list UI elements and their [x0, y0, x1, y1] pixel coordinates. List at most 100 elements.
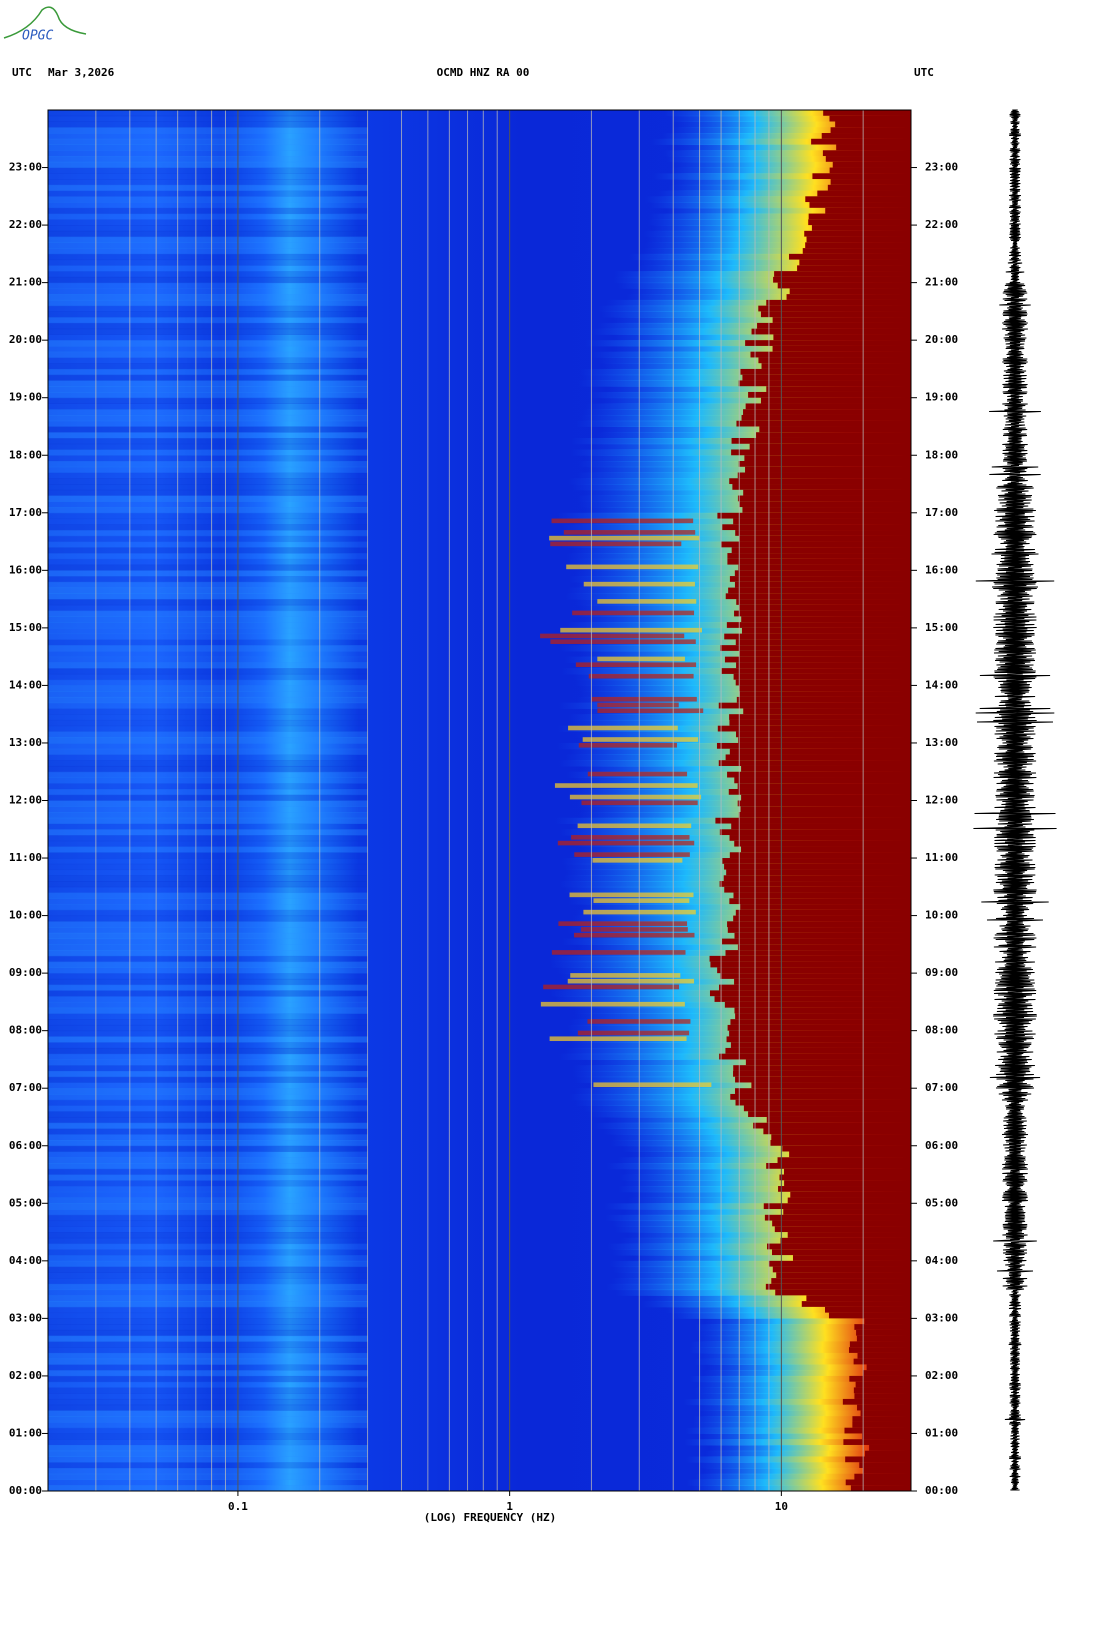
spectrum-hot: [611, 1134, 911, 1141]
spectrum-saturated: [740, 368, 911, 376]
spectrum-stripe: [48, 806, 368, 813]
spectrum-saturated: [787, 1232, 911, 1239]
spectrum-saturated: [719, 1053, 911, 1060]
spectrum-streak: [569, 794, 702, 800]
spectrum-streak: [574, 852, 690, 857]
y-tick-label-right: 17:00: [925, 506, 958, 519]
spectrum-stripe: [48, 507, 368, 514]
spectrum-stripe: [48, 593, 368, 600]
spectrum-saturated: [737, 783, 911, 790]
spectrum-stripe: [48, 179, 368, 186]
y-tick-label-left: 06:00: [9, 1139, 42, 1152]
spectrum-stripe: [48, 633, 368, 640]
x-axis-label: (LOG) FREQUENCY (HZ): [424, 1511, 556, 1524]
spectrum-stripe: [48, 1019, 368, 1026]
spectrum-saturated: [766, 299, 911, 307]
spectrum-stripe: [48, 1203, 368, 1210]
spectrum-stripe: [48, 1312, 368, 1319]
spectrum-hot: [600, 311, 911, 318]
spectrum-saturated: [830, 127, 911, 134]
spectrum-hot: [682, 1398, 911, 1406]
spectrum-stripe: [48, 1387, 368, 1394]
spectrum-stripe: [48, 1209, 368, 1216]
spectrum-stripe: [48, 558, 368, 566]
spectrum-stripe: [48, 1306, 368, 1314]
y-tick-label-left: 20:00: [9, 333, 42, 346]
spectrum-saturated: [779, 1174, 911, 1181]
spectrum-hot: [612, 1249, 911, 1256]
spectrum-hot: [612, 1266, 911, 1273]
spectrum-saturated: [787, 1197, 911, 1204]
spectrum-hot: [613, 334, 911, 341]
spectrum-saturated: [729, 898, 911, 905]
spectrum-saturated: [767, 1243, 911, 1250]
spectrum-stripe: [48, 823, 368, 830]
spectrum-hot: [596, 432, 911, 439]
spectrum-stripe: [48, 1220, 368, 1227]
spectrum-stripe: [48, 714, 368, 721]
spectrum-hot: [689, 1375, 911, 1383]
spectrum-saturated: [736, 599, 911, 606]
spectrum-stripe: [48, 115, 368, 123]
spectrum-stripe: [48, 1249, 368, 1256]
spectrum-stripe: [48, 322, 368, 330]
spectrum-hot: [676, 144, 911, 151]
spectrum-saturated: [808, 213, 911, 220]
spectrum-hot: [606, 1116, 911, 1124]
spectrum-stripe: [48, 1226, 368, 1233]
y-tick-label-right: 00:00: [925, 1484, 958, 1497]
spectrum-hot: [689, 1341, 911, 1348]
spectrum-saturated: [727, 553, 911, 560]
spectrum-stripe: [48, 1151, 368, 1158]
spectrum-stripe: [48, 1404, 368, 1411]
spectrum-stripe: [48, 1180, 368, 1187]
spectrum-stripe: [48, 1289, 368, 1296]
spectrum-saturated: [766, 1116, 911, 1124]
spectrum-stripe: [48, 1099, 368, 1106]
spectrum-stripe: [48, 207, 368, 215]
spectrum-streak: [597, 656, 685, 662]
y-tick-label-left: 07:00: [9, 1081, 42, 1094]
spectrum-saturated: [802, 248, 911, 255]
spectrum-stripe: [48, 1416, 368, 1423]
y-tick-label-right: 18:00: [925, 448, 958, 461]
y-tick-label-left: 22:00: [9, 218, 42, 231]
spectrum-hot: [639, 259, 911, 266]
spectrum-stripe: [48, 990, 368, 997]
spectrum-stripe: [48, 800, 368, 807]
spectrum-stripe: [48, 1352, 368, 1360]
y-tick-label-left: 16:00: [9, 563, 42, 576]
y-tick-label-right: 11:00: [925, 851, 958, 864]
spectrum-stripe: [48, 961, 368, 968]
spectrum-saturated: [842, 1398, 911, 1406]
spectrum-saturated: [727, 558, 911, 566]
spectrum-stripe: [48, 288, 368, 295]
spectrum-saturated: [869, 1444, 911, 1452]
spectrum-saturated: [764, 1214, 911, 1222]
y-tick-label-right: 04:00: [925, 1254, 958, 1267]
spectrum-saturated: [726, 1036, 911, 1043]
spectrum-saturated: [742, 507, 911, 514]
spectrum-stripe: [48, 484, 368, 491]
spectrum-saturated: [777, 282, 911, 289]
spectrum-hot: [657, 190, 911, 197]
spectrum-saturated: [721, 541, 911, 548]
spectrum-saturated: [740, 904, 911, 911]
spectrum-saturated: [852, 1416, 911, 1423]
spectrum-stripe: [48, 1318, 368, 1325]
spectrum-stripe: [48, 973, 368, 980]
spectrum-stripe: [48, 380, 368, 387]
spectrum-saturated: [721, 668, 911, 675]
spectrum-saturated: [778, 1186, 911, 1193]
spectrum-saturated: [825, 156, 911, 163]
spectrum-stripe: [48, 1082, 368, 1089]
y-tick-label-left: 03:00: [9, 1311, 42, 1324]
spectrum-hot: [623, 1209, 911, 1216]
spectrum-saturated: [855, 1381, 911, 1388]
spectrum-stripe: [48, 1191, 368, 1199]
spectrum-streak: [570, 973, 681, 978]
spectrum-saturated: [806, 1295, 911, 1302]
spectrum-streak: [540, 1001, 685, 1007]
spectrum-stripe: [48, 1347, 368, 1354]
spectrum-stripe: [48, 1427, 368, 1434]
